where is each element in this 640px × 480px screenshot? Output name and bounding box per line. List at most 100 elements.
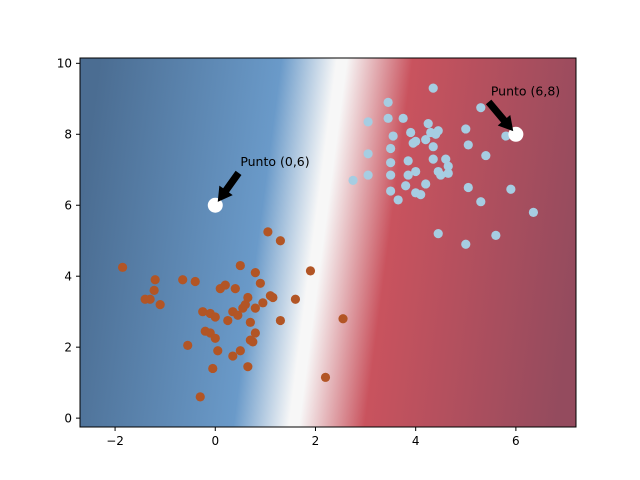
- data-point: [501, 131, 511, 141]
- x-tick-label: 2: [312, 434, 320, 448]
- data-point: [506, 184, 516, 194]
- data-point: [393, 195, 403, 205]
- x-tick-label: 6: [512, 434, 520, 448]
- x-tick-label: 0: [211, 434, 219, 448]
- data-point: [190, 276, 200, 287]
- data-point: [436, 170, 446, 180]
- data-point: [149, 285, 159, 295]
- data-point: [235, 260, 245, 271]
- data-point: [208, 363, 218, 374]
- data-point: [388, 131, 398, 141]
- data-point: [140, 294, 150, 304]
- highlighted-point: [207, 197, 223, 213]
- x-tick-label: −2: [106, 434, 124, 448]
- data-point: [210, 312, 220, 322]
- series-2: [348, 83, 539, 249]
- data-point: [150, 275, 160, 285]
- data-point: [228, 351, 238, 361]
- data-point: [245, 317, 255, 327]
- x-tick-label: 4: [412, 434, 420, 448]
- data-point: [386, 170, 396, 180]
- data-point: [250, 328, 260, 338]
- data-point: [183, 340, 193, 350]
- y-tick-label: 10: [57, 57, 72, 71]
- data-point: [258, 298, 268, 308]
- axes-frame: [79, 57, 577, 428]
- data-point: [363, 149, 373, 159]
- data-point: [401, 181, 411, 191]
- y-tick-label: 8: [64, 128, 72, 142]
- data-point: [461, 124, 471, 134]
- series-layer: [117, 83, 539, 402]
- data-point: [338, 314, 348, 324]
- data-point: [250, 268, 260, 278]
- data-point: [443, 168, 453, 178]
- data-point: [235, 346, 245, 356]
- data-point: [320, 372, 331, 382]
- data-point: [230, 284, 240, 294]
- annotations-layer: Punto (0,6) Punto (6,8): [217, 83, 560, 202]
- decision-background: [80, 58, 576, 427]
- data-point: [491, 230, 501, 241]
- y-tick-label: 0: [64, 411, 72, 425]
- data-point: [155, 299, 165, 310]
- data-point: [255, 278, 265, 288]
- data-point: [220, 280, 230, 290]
- annotation-label: Punto (6,8): [491, 83, 560, 98]
- data-point: [386, 143, 396, 154]
- data-point: [198, 307, 208, 317]
- data-point: [443, 161, 453, 171]
- data-point: [263, 227, 273, 237]
- data-point: [476, 103, 486, 113]
- data-point: [433, 126, 443, 136]
- data-point: [386, 158, 396, 168]
- data-point: [411, 136, 421, 146]
- data-point: [423, 119, 433, 129]
- data-point: [421, 179, 431, 189]
- data-point: [117, 262, 128, 272]
- plot-area: [80, 58, 576, 427]
- y-tick-label: 6: [64, 199, 72, 213]
- data-point: [178, 275, 188, 285]
- data-point: [363, 170, 373, 180]
- data-point: [383, 113, 393, 123]
- data-point: [403, 156, 413, 166]
- data-point: [416, 190, 426, 200]
- data-point: [210, 333, 220, 343]
- data-point: [363, 117, 373, 127]
- data-point: [275, 315, 286, 326]
- data-point: [421, 135, 431, 145]
- data-point: [463, 182, 473, 193]
- data-point: [275, 236, 286, 246]
- data-point: [250, 303, 260, 313]
- data-point: [441, 154, 451, 164]
- annotation-arrow: [485, 99, 514, 132]
- data-point: [476, 197, 486, 207]
- data-point: [348, 175, 358, 186]
- data-point: [233, 310, 243, 320]
- data-point: [223, 315, 233, 326]
- x-axis: −2 0 2 4 6: [106, 427, 520, 448]
- annotation-arrow: [217, 170, 242, 202]
- data-point: [383, 97, 393, 107]
- data-point: [461, 239, 471, 249]
- data-point: [403, 170, 413, 180]
- data-point: [481, 150, 491, 161]
- data-point: [290, 294, 301, 304]
- series-1: [117, 227, 348, 402]
- data-point: [463, 140, 473, 150]
- annotation-label: Punto (0,6): [240, 154, 309, 169]
- data-point: [240, 299, 250, 310]
- data-point: [305, 266, 316, 276]
- data-point: [433, 229, 443, 239]
- data-point: [245, 335, 255, 345]
- data-point: [243, 292, 253, 303]
- data-point: [195, 392, 205, 402]
- data-point: [386, 186, 396, 196]
- y-tick-label: 2: [64, 340, 72, 354]
- data-point: [428, 83, 438, 93]
- data-point: [268, 292, 278, 303]
- data-point: [411, 166, 421, 177]
- data-point: [428, 154, 438, 164]
